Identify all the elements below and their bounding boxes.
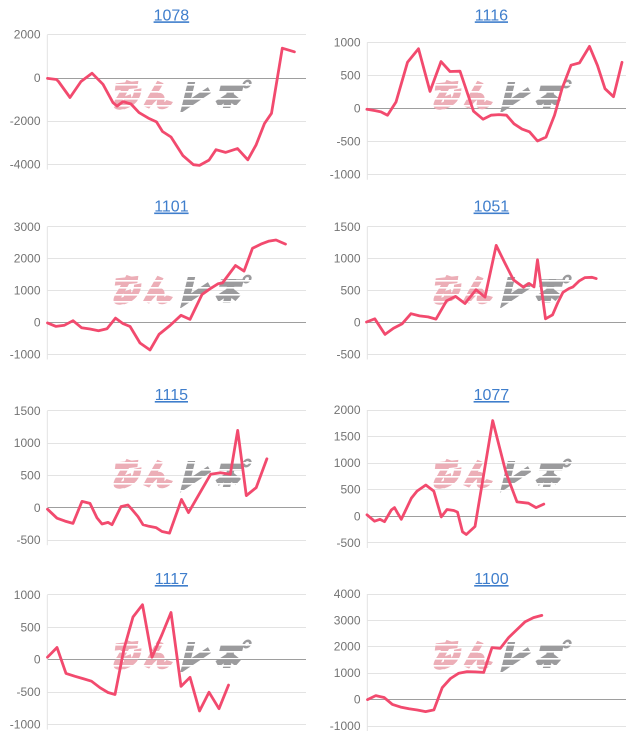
svg-text:-1000: -1000	[330, 168, 361, 182]
svg-text:2000: 2000	[334, 640, 361, 654]
svg-text:2000: 2000	[14, 252, 41, 266]
svg-text:0: 0	[354, 693, 361, 707]
svg-text:-4000: -4000	[10, 158, 41, 172]
svg-text:1000: 1000	[334, 456, 361, 470]
svg-text:4000: 4000	[334, 587, 361, 601]
svg-text:500: 500	[20, 469, 40, 483]
svg-text:-500: -500	[336, 536, 360, 550]
svg-text:-2000: -2000	[10, 114, 41, 128]
svg-text:1000: 1000	[334, 252, 361, 266]
svg-text:500: 500	[340, 68, 360, 82]
svg-text:1078: 1078	[154, 7, 190, 24]
svg-text:500: 500	[340, 483, 360, 497]
svg-text:1100: 1100	[474, 571, 509, 588]
svg-text:0: 0	[34, 71, 41, 85]
svg-text:1000: 1000	[334, 666, 361, 680]
svg-text:-1000: -1000	[10, 347, 41, 361]
svg-text:0: 0	[34, 316, 41, 330]
svg-text:1000: 1000	[14, 436, 41, 450]
svg-text:-1000: -1000	[10, 718, 41, 732]
svg-text:1500: 1500	[14, 404, 41, 418]
svg-text:-500: -500	[336, 347, 360, 361]
svg-text:1115: 1115	[155, 387, 188, 404]
svg-text:0: 0	[354, 102, 361, 116]
svg-text:1000: 1000	[14, 284, 41, 298]
svg-text:0: 0	[354, 509, 361, 523]
svg-text:1000: 1000	[14, 588, 41, 602]
svg-text:-500: -500	[16, 685, 40, 699]
svg-text:1077: 1077	[474, 387, 510, 404]
svg-text:0: 0	[34, 653, 41, 667]
svg-text:1051: 1051	[474, 199, 510, 216]
svg-text:2000: 2000	[14, 28, 41, 42]
svg-text:1117: 1117	[155, 571, 188, 588]
svg-text:1500: 1500	[334, 430, 361, 444]
svg-text:-1000: -1000	[330, 719, 361, 733]
svg-text:1116: 1116	[475, 7, 508, 24]
svg-text:0: 0	[354, 316, 361, 330]
svg-text:3000: 3000	[334, 613, 361, 627]
svg-text:1000: 1000	[334, 35, 361, 49]
svg-text:1500: 1500	[334, 220, 361, 234]
svg-text:1101: 1101	[154, 199, 189, 216]
svg-text:500: 500	[340, 284, 360, 298]
svg-text:0: 0	[34, 501, 41, 515]
svg-text:-500: -500	[16, 533, 40, 547]
svg-text:500: 500	[20, 620, 40, 634]
svg-text:2000: 2000	[334, 403, 361, 417]
svg-text:-500: -500	[336, 135, 360, 149]
svg-text:3000: 3000	[14, 220, 41, 234]
